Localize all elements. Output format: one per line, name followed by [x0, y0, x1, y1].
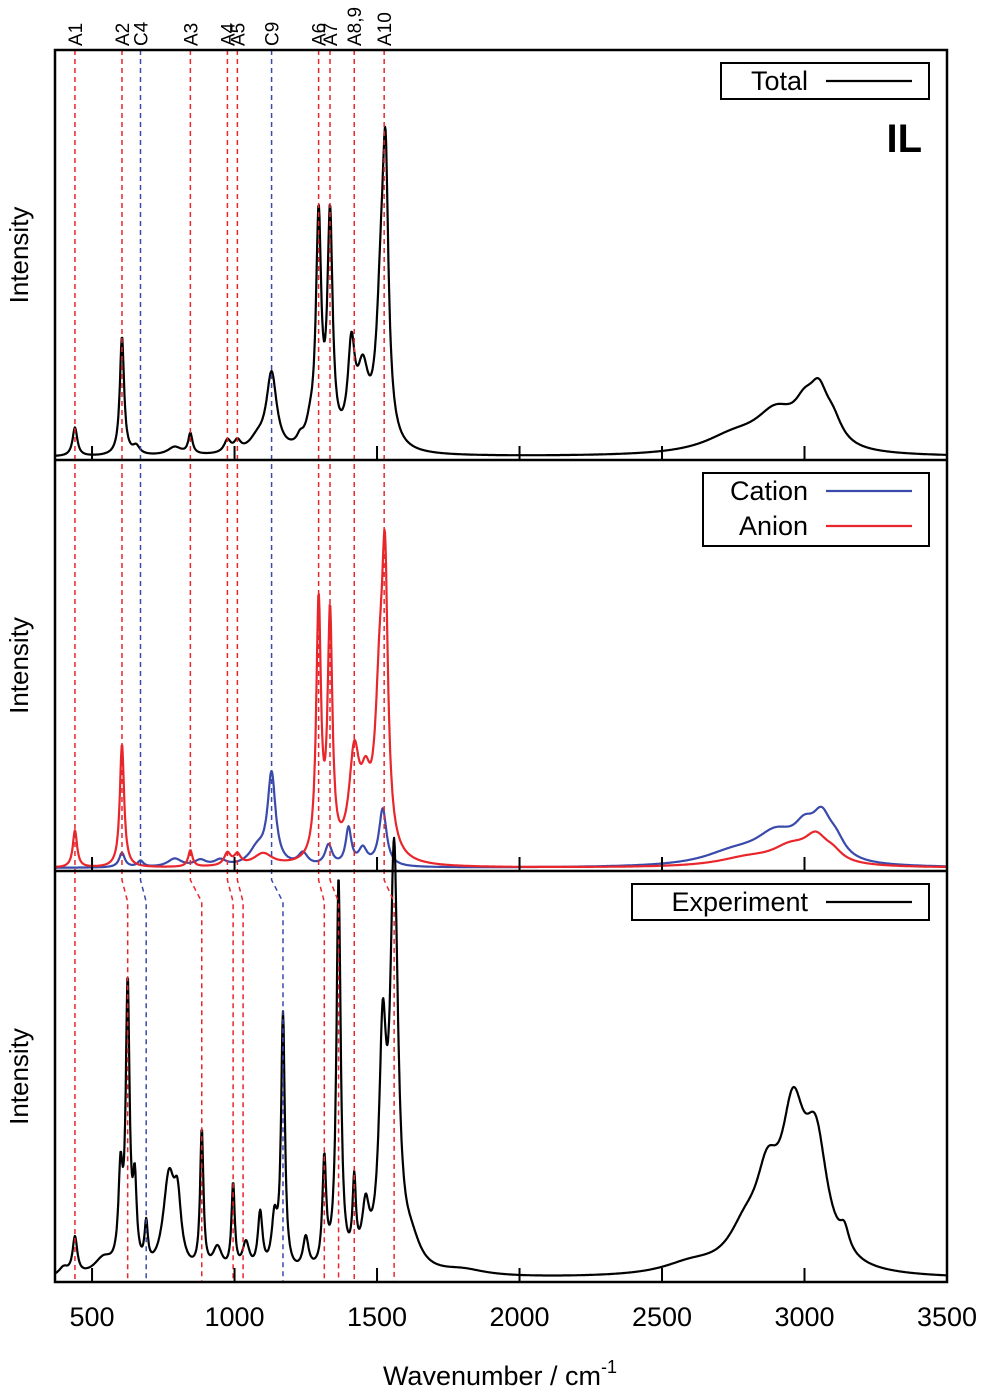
series-line-total [54, 125, 948, 457]
marker-label: A5 [228, 23, 249, 46]
legend-label-total: Total [751, 66, 808, 96]
marker-a8-9: A8,9 [345, 7, 366, 1282]
marker-a4: A4 [218, 22, 239, 1282]
x-tick-label: 1500 [347, 1302, 407, 1332]
marker-a7: A7 [321, 23, 342, 1282]
x-axis-ticks: 500 1000 1500 2000 2500 3000 3500 [70, 446, 977, 1332]
marker-a3: A3 [181, 23, 203, 1282]
marker-label: A10 [375, 12, 396, 46]
marker-a6: A6 [310, 23, 331, 1282]
marker-label: A3 [181, 23, 202, 46]
marker-line [383, 50, 395, 1282]
marker-line [270, 50, 284, 1282]
marker-label: C4 [131, 21, 152, 46]
marker-label: A8,9 [345, 7, 366, 46]
marker-line [139, 50, 147, 1282]
series-line-anion [54, 528, 948, 869]
legend-box [702, 472, 930, 547]
legend-panel-1: Total [720, 62, 930, 100]
legend-label-experiment: Experiment [671, 887, 808, 917]
x-tick-label: 3000 [774, 1302, 834, 1332]
legend-panel-2: Cation Anion [702, 472, 930, 547]
panel-3: Intensity [4, 836, 948, 1277]
plot-border [53, 48, 949, 1284]
marker-c4: C4 [131, 21, 152, 1282]
marker-a5: A5 [228, 23, 249, 1282]
legend-panel-3: Experiment [631, 883, 930, 921]
panel-2: Intensity [4, 528, 948, 869]
plot-panels: Intensity IL Intensity Intensity [4, 117, 948, 1277]
y-axis-label: Intensity [4, 1028, 34, 1125]
x-tick-label: 2000 [489, 1302, 549, 1332]
marker-line [121, 50, 129, 1282]
marker-label: C9 [263, 22, 284, 46]
x-axis-label: Wavenumber / cm-1 [383, 1357, 617, 1391]
x-tick-label: 3500 [917, 1302, 977, 1332]
panel-tag: IL [886, 117, 922, 161]
x-tick-label: 2500 [632, 1302, 692, 1332]
marker-line [236, 50, 244, 1282]
legend-label-cation: Cation [730, 476, 808, 506]
marker-line [189, 50, 203, 1282]
marker-a10: A10 [375, 12, 396, 1282]
marker-line [317, 50, 326, 1282]
panel-1: Intensity IL [4, 117, 948, 457]
plot-frame [53, 48, 949, 1284]
y-axis-label: Intensity [4, 207, 34, 304]
x-tick-label: 1000 [205, 1302, 265, 1332]
marker-label: A6 [310, 23, 331, 46]
legend-label-anion: Anion [739, 511, 808, 541]
series-line-experiment [54, 836, 948, 1277]
marker-c9: C9 [263, 22, 284, 1282]
legends: Total Cation Anion Experiment [631, 62, 930, 921]
marker-line [329, 50, 340, 1282]
marker-label: A2 [113, 23, 134, 46]
marker-line [226, 50, 234, 1282]
marker-label: A7 [321, 23, 342, 46]
x-tick-label: 500 [70, 1302, 115, 1332]
marker-label: A4 [218, 22, 239, 46]
marker-label: A1 [66, 23, 87, 46]
y-axis-label: Intensity [4, 617, 34, 714]
marker-a2: A2 [113, 23, 134, 1282]
marker-a1: A1 [66, 23, 87, 1282]
